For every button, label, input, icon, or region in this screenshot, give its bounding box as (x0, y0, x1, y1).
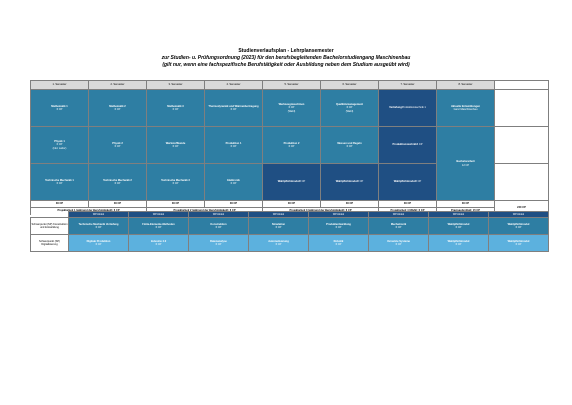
cp-total: 30 CP (320, 200, 379, 208)
wp-module: Technische Mechanik Vertiefung 6 CP (68, 217, 129, 235)
study-plan-table: 1. Semester 2. Semester 3. Semester 4. S… (30, 80, 549, 215)
wp-module: Konstruktion 6 CP (188, 217, 249, 235)
semester-header: 7. Semester (378, 80, 437, 90)
empty-cell (494, 89, 549, 127)
module-cell: Wahlpflichtmodul6 CP (378, 163, 437, 201)
semester-header: 5. Semester (262, 80, 321, 90)
semester-header: 8. Semester (436, 80, 495, 90)
wp-module: Wahlpflichtmodul 6 CP (428, 234, 489, 252)
wp-module: Produktentwicklung 6 CP (308, 217, 369, 235)
cp-total: 30 CP (436, 200, 495, 208)
document-title: Studienverlaufsplan - Lehrplansemester (238, 48, 334, 54)
wp-module: Mechatronik 6 CP (368, 217, 429, 235)
cp-total: 30 CP (378, 200, 437, 208)
semester-header: 4. Semester (204, 80, 263, 90)
module-cell: Werkstoffkunde 6 CP (146, 126, 205, 164)
semester-header: 1. Semester (30, 80, 89, 90)
cp-total: 30 CP (88, 200, 147, 208)
module-cell: Messen und Regeln 6 CP (320, 126, 379, 164)
document-header: Studienverlaufsplan - Lehrplansemester z… (0, 48, 572, 69)
cp-total: 30 CP (204, 200, 263, 208)
cp-total: 30 CP (30, 200, 89, 208)
thesis-cell: Bachelorarbeit 12 CP (436, 126, 495, 201)
wp-module: Datenanalyse 6 CP (188, 234, 249, 252)
wp-module: Automatisierung 6 CP (248, 234, 309, 252)
specialization-label: Schwerpunkt (SP) Digitalisierung (30, 234, 69, 252)
module-cell: Aktuelle Entwicklungen Ganz Maschinenbau (436, 89, 495, 127)
wp-module: Simulation 6 CP (248, 217, 309, 235)
module-cell: Qualitätsmanagement 6 CP (Wahl) (320, 89, 379, 127)
semester-header: 6. Semester (320, 80, 379, 90)
module-cell: Wahlpflichtmodul6 CP (320, 163, 379, 201)
cp-total: 30 CP (146, 200, 205, 208)
module-cell: Produktionstechnik6 CP (378, 126, 437, 164)
document-note: (gilt nur, wenn eine fachspezifische Ber… (162, 62, 410, 68)
specialization-label: Schwerpunkt (SP) Konstruktion und Entwic… (30, 217, 69, 235)
specialization-table: WP-Modul WP-Modul WP-Modul WP-Modul WP-M… (30, 211, 549, 252)
wp-module: Robotik 6 CP (308, 234, 369, 252)
semester-header: 3. Semester (146, 80, 205, 90)
cp-total: 30 CP (262, 200, 321, 208)
module-cell: Elektronik 6 CP (204, 163, 263, 201)
empty-cell (494, 80, 549, 90)
wp-module: Wahlpflichtmodul 6 CP (428, 217, 489, 235)
wp-module: Wahlpflichtmodul 6 CP (488, 234, 549, 252)
empty-cell (30, 211, 69, 218)
wp-module: Vernetzte Systeme 6 CP (368, 234, 429, 252)
wp-module: Wahlpflichtmodul 6 CP (488, 217, 549, 235)
empty-cell (494, 163, 549, 201)
wp-module: Digitale Produktion 6 CP (68, 234, 129, 252)
module-cell: Wahlpflichtmodul6 CP (262, 163, 321, 201)
module-cell: Thermodynamik und Wärmeübertragung 6 CP (204, 89, 263, 127)
wp-module: Finite-Elemente-Methoden 6 CP (128, 217, 189, 235)
empty-cell (494, 126, 549, 164)
semester-header: 2. Semester (88, 80, 147, 90)
module-cell: VertiefungProduktionstechnik 1 (378, 89, 437, 127)
document-subtitle: zur Studien- u. Prüfungsordnung (2023) f… (161, 55, 411, 61)
module-cell: Werkzeugmaschinen 6 CP (Wahl) (262, 89, 321, 127)
wp-module: Industrie 4.0 6 CP (128, 234, 189, 252)
